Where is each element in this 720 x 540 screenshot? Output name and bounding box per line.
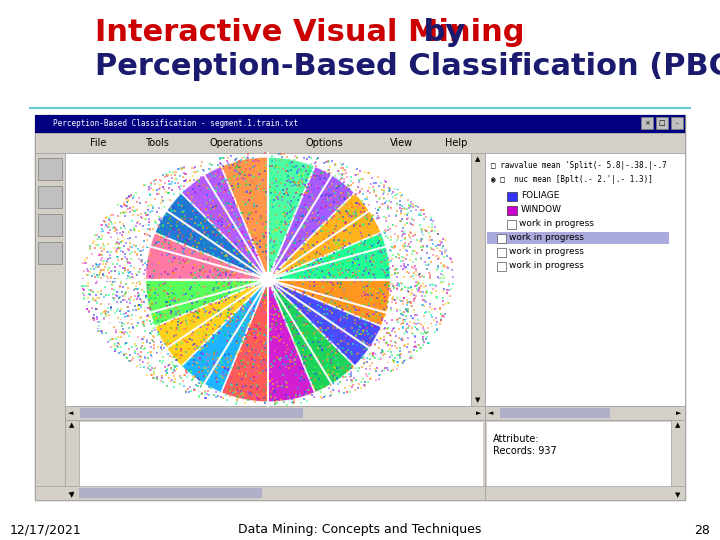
Bar bbox=[65, 153, 471, 406]
Text: Operations: Operations bbox=[210, 138, 264, 148]
Bar bbox=[35, 486, 485, 500]
Wedge shape bbox=[268, 157, 315, 280]
Text: Interactive Visual Mining: Interactive Visual Mining bbox=[95, 18, 524, 47]
Text: -: - bbox=[676, 120, 678, 126]
Text: Data Mining: Concepts and Techniques: Data Mining: Concepts and Techniques bbox=[238, 523, 482, 537]
Bar bbox=[35, 115, 685, 500]
Text: WINDOW: WINDOW bbox=[521, 206, 562, 214]
Wedge shape bbox=[268, 166, 355, 280]
Text: □ rawvalue mean 'Split(- 5.8|-.38.|-.7: □ rawvalue mean 'Split(- 5.8|-.38.|-.7 bbox=[491, 161, 667, 170]
Text: Records: 937: Records: 937 bbox=[493, 446, 557, 456]
Wedge shape bbox=[181, 280, 268, 393]
Bar bbox=[65, 406, 485, 420]
Wedge shape bbox=[181, 166, 268, 280]
Text: ×: × bbox=[644, 120, 650, 126]
Text: ◄: ◄ bbox=[488, 410, 494, 416]
Bar bbox=[485, 153, 685, 406]
Bar bbox=[38, 214, 62, 236]
Bar bbox=[641, 117, 653, 129]
Bar bbox=[497, 262, 506, 271]
Text: Perception-Based Classification (PBC): Perception-Based Classification (PBC) bbox=[95, 52, 720, 81]
Bar bbox=[507, 220, 516, 229]
Wedge shape bbox=[221, 157, 268, 280]
Text: work in progress: work in progress bbox=[509, 261, 584, 271]
Text: work in progress: work in progress bbox=[519, 219, 594, 228]
Text: View: View bbox=[390, 138, 413, 148]
Wedge shape bbox=[268, 280, 355, 393]
Bar bbox=[80, 408, 303, 418]
Text: work in progress: work in progress bbox=[509, 247, 584, 256]
Bar bbox=[671, 420, 685, 500]
Bar bbox=[65, 420, 485, 500]
Bar bbox=[35, 153, 65, 500]
Text: FOLIAGE: FOLIAGE bbox=[521, 192, 559, 200]
Text: File: File bbox=[90, 138, 107, 148]
Text: ▲: ▲ bbox=[675, 422, 680, 428]
Wedge shape bbox=[221, 280, 268, 402]
Wedge shape bbox=[155, 193, 268, 280]
Text: 28: 28 bbox=[694, 523, 710, 537]
Bar bbox=[65, 420, 79, 500]
Text: by: by bbox=[413, 18, 465, 47]
Bar bbox=[500, 408, 610, 418]
Bar bbox=[487, 232, 669, 244]
Bar bbox=[487, 422, 683, 498]
Bar bbox=[471, 153, 485, 406]
Bar bbox=[35, 133, 685, 153]
Bar bbox=[485, 486, 685, 500]
Text: ▼: ▼ bbox=[675, 492, 680, 498]
Bar bbox=[485, 406, 685, 420]
Bar bbox=[67, 422, 483, 498]
Text: 12/17/2021: 12/17/2021 bbox=[10, 523, 82, 537]
Circle shape bbox=[261, 273, 275, 287]
Text: Tools: Tools bbox=[145, 138, 169, 148]
Bar bbox=[38, 186, 62, 208]
Text: ◄: ◄ bbox=[68, 410, 73, 416]
Text: ▲: ▲ bbox=[475, 156, 481, 162]
Wedge shape bbox=[155, 280, 268, 366]
Wedge shape bbox=[268, 280, 382, 366]
Wedge shape bbox=[268, 280, 315, 402]
Bar bbox=[35, 115, 685, 133]
Text: Options: Options bbox=[305, 138, 343, 148]
Text: ►: ► bbox=[477, 410, 482, 416]
Text: ▼: ▼ bbox=[475, 397, 481, 403]
Bar bbox=[38, 158, 62, 180]
Bar bbox=[485, 420, 685, 500]
Text: □: □ bbox=[659, 120, 665, 126]
Text: ►: ► bbox=[676, 410, 682, 416]
Text: ◄: ◄ bbox=[68, 490, 73, 496]
Bar bbox=[79, 488, 261, 498]
Wedge shape bbox=[145, 233, 268, 280]
Wedge shape bbox=[145, 280, 268, 327]
Bar bbox=[656, 117, 668, 129]
Text: Help: Help bbox=[445, 138, 467, 148]
Bar bbox=[38, 242, 62, 264]
Bar bbox=[497, 234, 506, 243]
Wedge shape bbox=[268, 193, 382, 280]
Bar bbox=[497, 248, 506, 257]
Text: work in progress: work in progress bbox=[509, 233, 584, 242]
Wedge shape bbox=[268, 280, 391, 327]
Bar bbox=[507, 192, 517, 201]
Wedge shape bbox=[268, 233, 391, 280]
Bar bbox=[507, 206, 517, 215]
Text: ▲: ▲ bbox=[69, 422, 75, 428]
Text: ◉ □  nuc mean [Bplt(.- 2.'|.- 1.3)]: ◉ □ nuc mean [Bplt(.- 2.'|.- 1.3)] bbox=[491, 175, 653, 184]
Text: Perception-Based Classification - segment.1.train.txt: Perception-Based Classification - segmen… bbox=[53, 119, 298, 129]
Bar bbox=[671, 117, 683, 129]
Text: Attribute:: Attribute: bbox=[493, 434, 539, 444]
Text: ▼: ▼ bbox=[69, 492, 75, 498]
